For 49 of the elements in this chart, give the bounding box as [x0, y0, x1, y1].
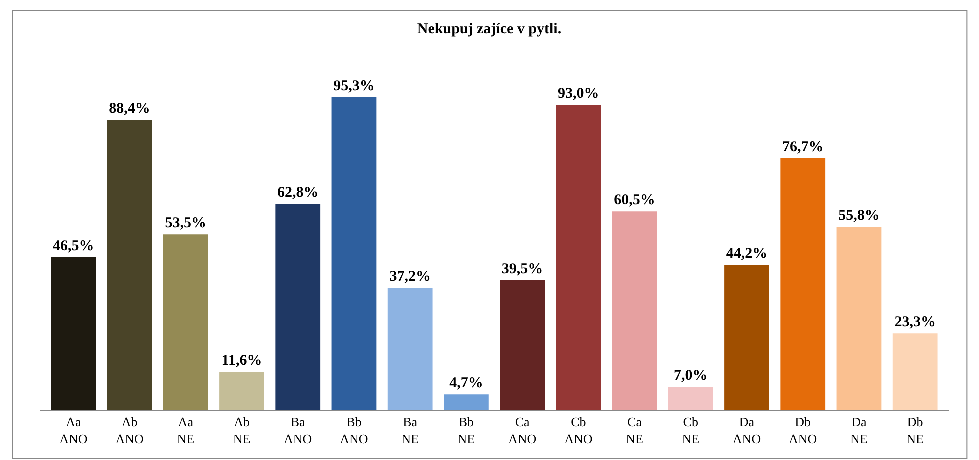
x-tick-label: Cb ANO — [564, 414, 593, 446]
x-tick-label: Ca ANO — [508, 414, 537, 446]
bar — [388, 288, 433, 410]
chart-title: Nekupuj zajíce v pytli. — [417, 22, 562, 38]
bar — [892, 334, 938, 410]
x-tick-label: Ca NE — [626, 414, 644, 446]
data-label: 53,5% — [165, 216, 207, 232]
bar — [836, 227, 882, 410]
data-label: 37,2% — [390, 269, 431, 286]
data-label: 60,5% — [614, 192, 656, 209]
x-tick-label: Aa ANO — [60, 414, 88, 446]
x-tick-label: Ab ANO — [116, 414, 144, 446]
data-label: 39,5% — [502, 261, 544, 278]
bar — [107, 120, 152, 410]
bar — [556, 105, 602, 410]
bar — [163, 234, 208, 410]
data-label: 44,2% — [726, 246, 768, 262]
x-tick-label: Ba ANO — [284, 414, 312, 446]
bar — [51, 258, 96, 410]
x-tick-label: Aa NE — [177, 414, 195, 446]
x-tick-label: Da ANO — [732, 414, 762, 446]
x-tick-label: Ab NE — [233, 414, 251, 446]
data-label: 93,0% — [558, 86, 600, 102]
bar — [500, 280, 545, 410]
bar — [724, 265, 770, 410]
data-label: 76,7% — [782, 139, 824, 156]
data-label: 55,8% — [838, 208, 880, 224]
bar — [612, 212, 658, 410]
x-tick-label: Db ANO — [789, 414, 818, 446]
data-label: 7,0% — [674, 368, 708, 384]
data-label: 88,4% — [109, 101, 150, 118]
x-tick-label: Db NE — [906, 414, 924, 446]
data-label: 23,3% — [894, 314, 936, 331]
bar — [668, 387, 714, 410]
x-tick-label: Cb NE — [682, 414, 700, 446]
data-label: 46,5% — [53, 238, 94, 255]
data-label: 4,7% — [450, 376, 484, 392]
bar — [276, 204, 321, 410]
data-label: 11,6% — [222, 352, 262, 369]
x-tick-label: Bb ANO — [340, 414, 368, 446]
x-tick-label: Bb NE — [458, 414, 476, 446]
bar — [780, 158, 826, 410]
bar — [220, 372, 264, 410]
data-label: 95,3% — [334, 78, 375, 94]
x-tick-label: Ba NE — [402, 414, 420, 446]
bar — [332, 98, 377, 410]
bar — [444, 394, 489, 410]
data-label: 62,8% — [277, 185, 319, 202]
x-tick-label: Da NE — [850, 414, 868, 446]
